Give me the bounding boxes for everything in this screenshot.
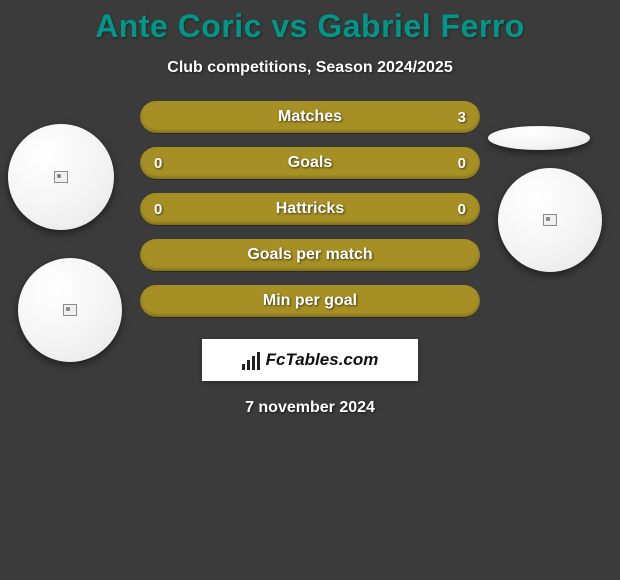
stat-label: Goals <box>288 154 332 172</box>
stat-label: Goals per match <box>247 246 372 264</box>
player-photo-placeholder-3 <box>498 168 602 272</box>
branding-text: FcTables.com <box>266 350 379 370</box>
stat-row-matches: Matches 3 <box>140 101 480 133</box>
stat-row-hattricks: 0 Hattricks 0 <box>140 193 480 225</box>
branding-box: FcTables.com <box>202 339 418 381</box>
stat-label: Matches <box>278 108 342 126</box>
stat-label: Hattricks <box>276 200 344 218</box>
player-photo-placeholder-2 <box>18 258 122 362</box>
stat-row-goals-per-match: Goals per match <box>140 239 480 271</box>
stat-row-goals: 0 Goals 0 <box>140 147 480 179</box>
stat-row-min-per-goal: Min per goal <box>140 285 480 317</box>
logo-bars-icon <box>242 350 260 370</box>
stat-right-value: 3 <box>458 109 466 126</box>
stat-label: Min per goal <box>263 292 357 310</box>
stat-right-value: 0 <box>458 155 466 172</box>
decorative-ellipse <box>488 126 590 150</box>
image-placeholder-icon <box>543 214 557 226</box>
date-text: 7 november 2024 <box>0 399 620 417</box>
stat-left-value: 0 <box>154 201 162 218</box>
subtitle: Club competitions, Season 2024/2025 <box>0 59 620 77</box>
stat-right-value: 0 <box>458 201 466 218</box>
player-photo-placeholder-1 <box>8 124 114 230</box>
image-placeholder-icon <box>63 304 77 316</box>
page-title: Ante Coric vs Gabriel Ferro <box>0 0 620 45</box>
stat-left-value: 0 <box>154 155 162 172</box>
image-placeholder-icon <box>54 171 68 183</box>
